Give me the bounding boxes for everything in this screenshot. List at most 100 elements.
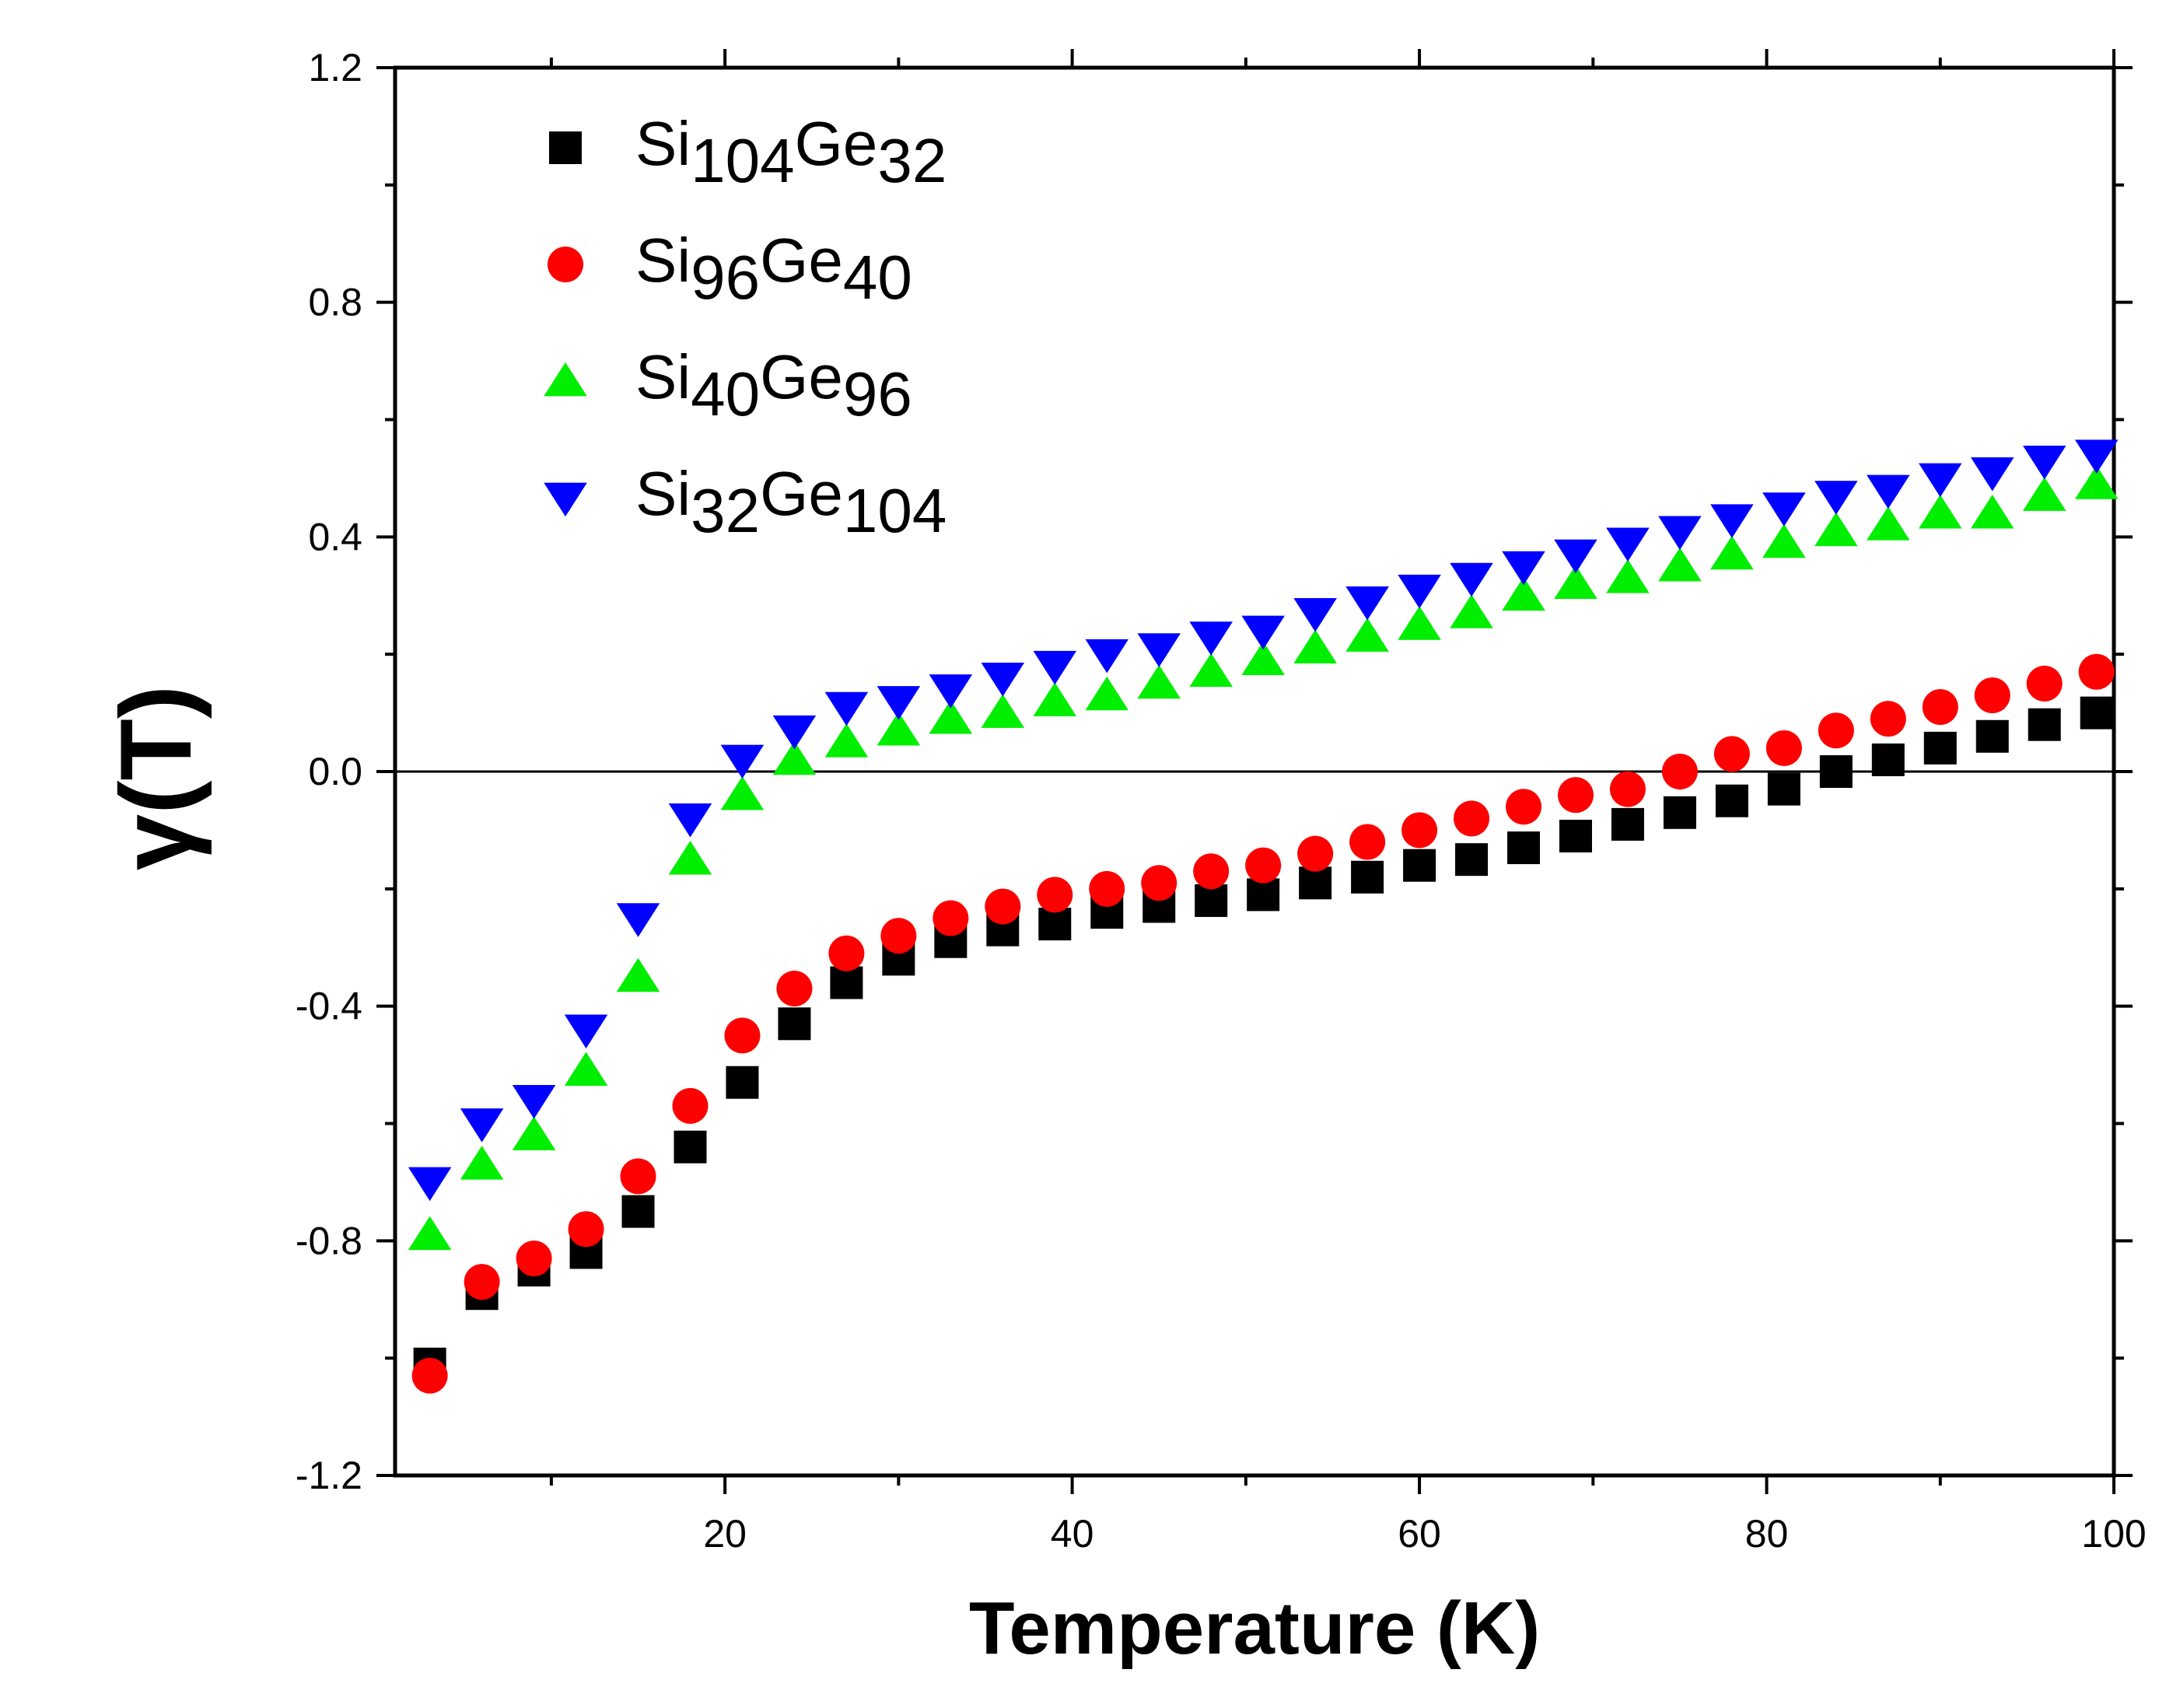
data-point bbox=[1970, 495, 2014, 529]
data-point bbox=[2022, 445, 2066, 480]
data-point bbox=[1351, 860, 1384, 894]
data-point bbox=[1345, 586, 1389, 621]
legend-label-subscript: 96 bbox=[843, 359, 912, 429]
data-point bbox=[1554, 565, 1597, 599]
data-point bbox=[568, 1211, 604, 1248]
data-point bbox=[1609, 771, 1646, 807]
data-point bbox=[674, 1130, 707, 1164]
data-point bbox=[1241, 641, 1285, 676]
data-point bbox=[1611, 807, 1644, 841]
legend-marker bbox=[548, 247, 583, 282]
data-point bbox=[720, 776, 765, 810]
data-point bbox=[1403, 849, 1436, 882]
legend-label-part: Si bbox=[635, 109, 691, 178]
legend-label-subscript: 40 bbox=[691, 359, 760, 429]
data-point bbox=[772, 740, 817, 775]
data-point bbox=[512, 1085, 556, 1119]
data-point bbox=[464, 1264, 500, 1300]
data-point bbox=[1870, 701, 1906, 737]
data-point bbox=[1663, 796, 1696, 829]
axis-ticks-group: 20 40 60 80 100 -1.2 -0.8 -0.4 0.0 0.4 0.8 1.2 bbox=[296, 46, 2147, 1556]
data-point bbox=[1713, 736, 1750, 772]
x-tick-label: 80 bbox=[1745, 1512, 1789, 1556]
data-point bbox=[1195, 884, 1228, 917]
data-point bbox=[1974, 677, 2010, 713]
data-point bbox=[564, 1014, 608, 1048]
y-tick-label: 1.2 bbox=[308, 46, 362, 89]
data-point bbox=[1141, 865, 1177, 901]
data-point bbox=[1398, 574, 1441, 609]
data-point bbox=[877, 686, 921, 720]
data-point bbox=[1189, 653, 1233, 688]
legend-label-part: Si bbox=[635, 342, 691, 411]
legend-label: Si96Ge40 bbox=[635, 226, 912, 312]
data-point bbox=[1918, 463, 1962, 498]
data-point bbox=[1918, 495, 1962, 529]
data-point bbox=[1814, 512, 1858, 547]
x-tick-label: 100 bbox=[2081, 1512, 2146, 1556]
data-point bbox=[516, 1240, 552, 1276]
data-point bbox=[1345, 618, 1389, 652]
data-point bbox=[2028, 708, 2061, 741]
data-point bbox=[2022, 477, 2066, 511]
data-point bbox=[1137, 664, 1181, 699]
data-point bbox=[616, 957, 660, 992]
legend-label-part: Ge bbox=[760, 459, 843, 528]
data-point bbox=[877, 712, 921, 746]
data-point bbox=[1975, 719, 2009, 753]
legend-label-subscript: 104 bbox=[691, 126, 794, 195]
data-point bbox=[1710, 535, 1754, 570]
data-point bbox=[1922, 689, 1958, 726]
data-point bbox=[1710, 504, 1754, 538]
data-point bbox=[2074, 439, 2119, 474]
data-point bbox=[2026, 665, 2063, 702]
legend-label: Si32Ge104 bbox=[635, 459, 947, 545]
data-point bbox=[1245, 847, 1282, 884]
data-point bbox=[726, 1066, 759, 1099]
legend-label: Si40Ge96 bbox=[635, 342, 912, 429]
legend-label-subscript: 104 bbox=[843, 476, 947, 545]
data-point bbox=[460, 1108, 504, 1143]
legend-label: Si104Ge32 bbox=[635, 109, 947, 195]
legend-label-subscript: 96 bbox=[691, 243, 760, 312]
data-point bbox=[1606, 558, 1650, 593]
y-tick-label: -0.8 bbox=[296, 1219, 362, 1262]
data-point bbox=[1554, 539, 1597, 574]
data-point bbox=[512, 1116, 556, 1150]
data-point bbox=[828, 935, 865, 971]
data-point bbox=[411, 1357, 448, 1394]
data-point bbox=[1506, 789, 1542, 825]
data-point bbox=[981, 694, 1025, 728]
data-point bbox=[1299, 866, 1332, 900]
data-point bbox=[1033, 650, 1077, 685]
data-point bbox=[408, 1167, 452, 1202]
data-point bbox=[1970, 457, 2014, 492]
data-point bbox=[1658, 547, 1702, 582]
data-point bbox=[1085, 639, 1129, 674]
data-point bbox=[776, 971, 813, 1007]
data-point bbox=[2078, 653, 2115, 690]
y-axis-title: γ(T) bbox=[99, 685, 212, 870]
data-point bbox=[933, 900, 969, 936]
data-point bbox=[778, 1007, 811, 1041]
data-point bbox=[1507, 831, 1541, 865]
data-point bbox=[1762, 523, 1806, 558]
data-point bbox=[1349, 824, 1386, 860]
data-point bbox=[621, 1195, 655, 1228]
data-point bbox=[1089, 870, 1125, 907]
data-point bbox=[1033, 682, 1077, 716]
data-point bbox=[929, 699, 973, 734]
series-Si32Ge104 bbox=[408, 439, 2119, 1202]
data-point bbox=[668, 803, 712, 838]
x-tick-label: 40 bbox=[1051, 1512, 1094, 1556]
data-point bbox=[1867, 474, 1910, 509]
data-point bbox=[824, 723, 869, 758]
legend-marker bbox=[544, 362, 587, 397]
data-point bbox=[1450, 562, 1493, 597]
data-point bbox=[1293, 629, 1337, 663]
data-point bbox=[408, 1216, 452, 1251]
data-point bbox=[1765, 730, 1802, 766]
data-point bbox=[1715, 784, 1748, 817]
data-point bbox=[1867, 506, 1910, 541]
